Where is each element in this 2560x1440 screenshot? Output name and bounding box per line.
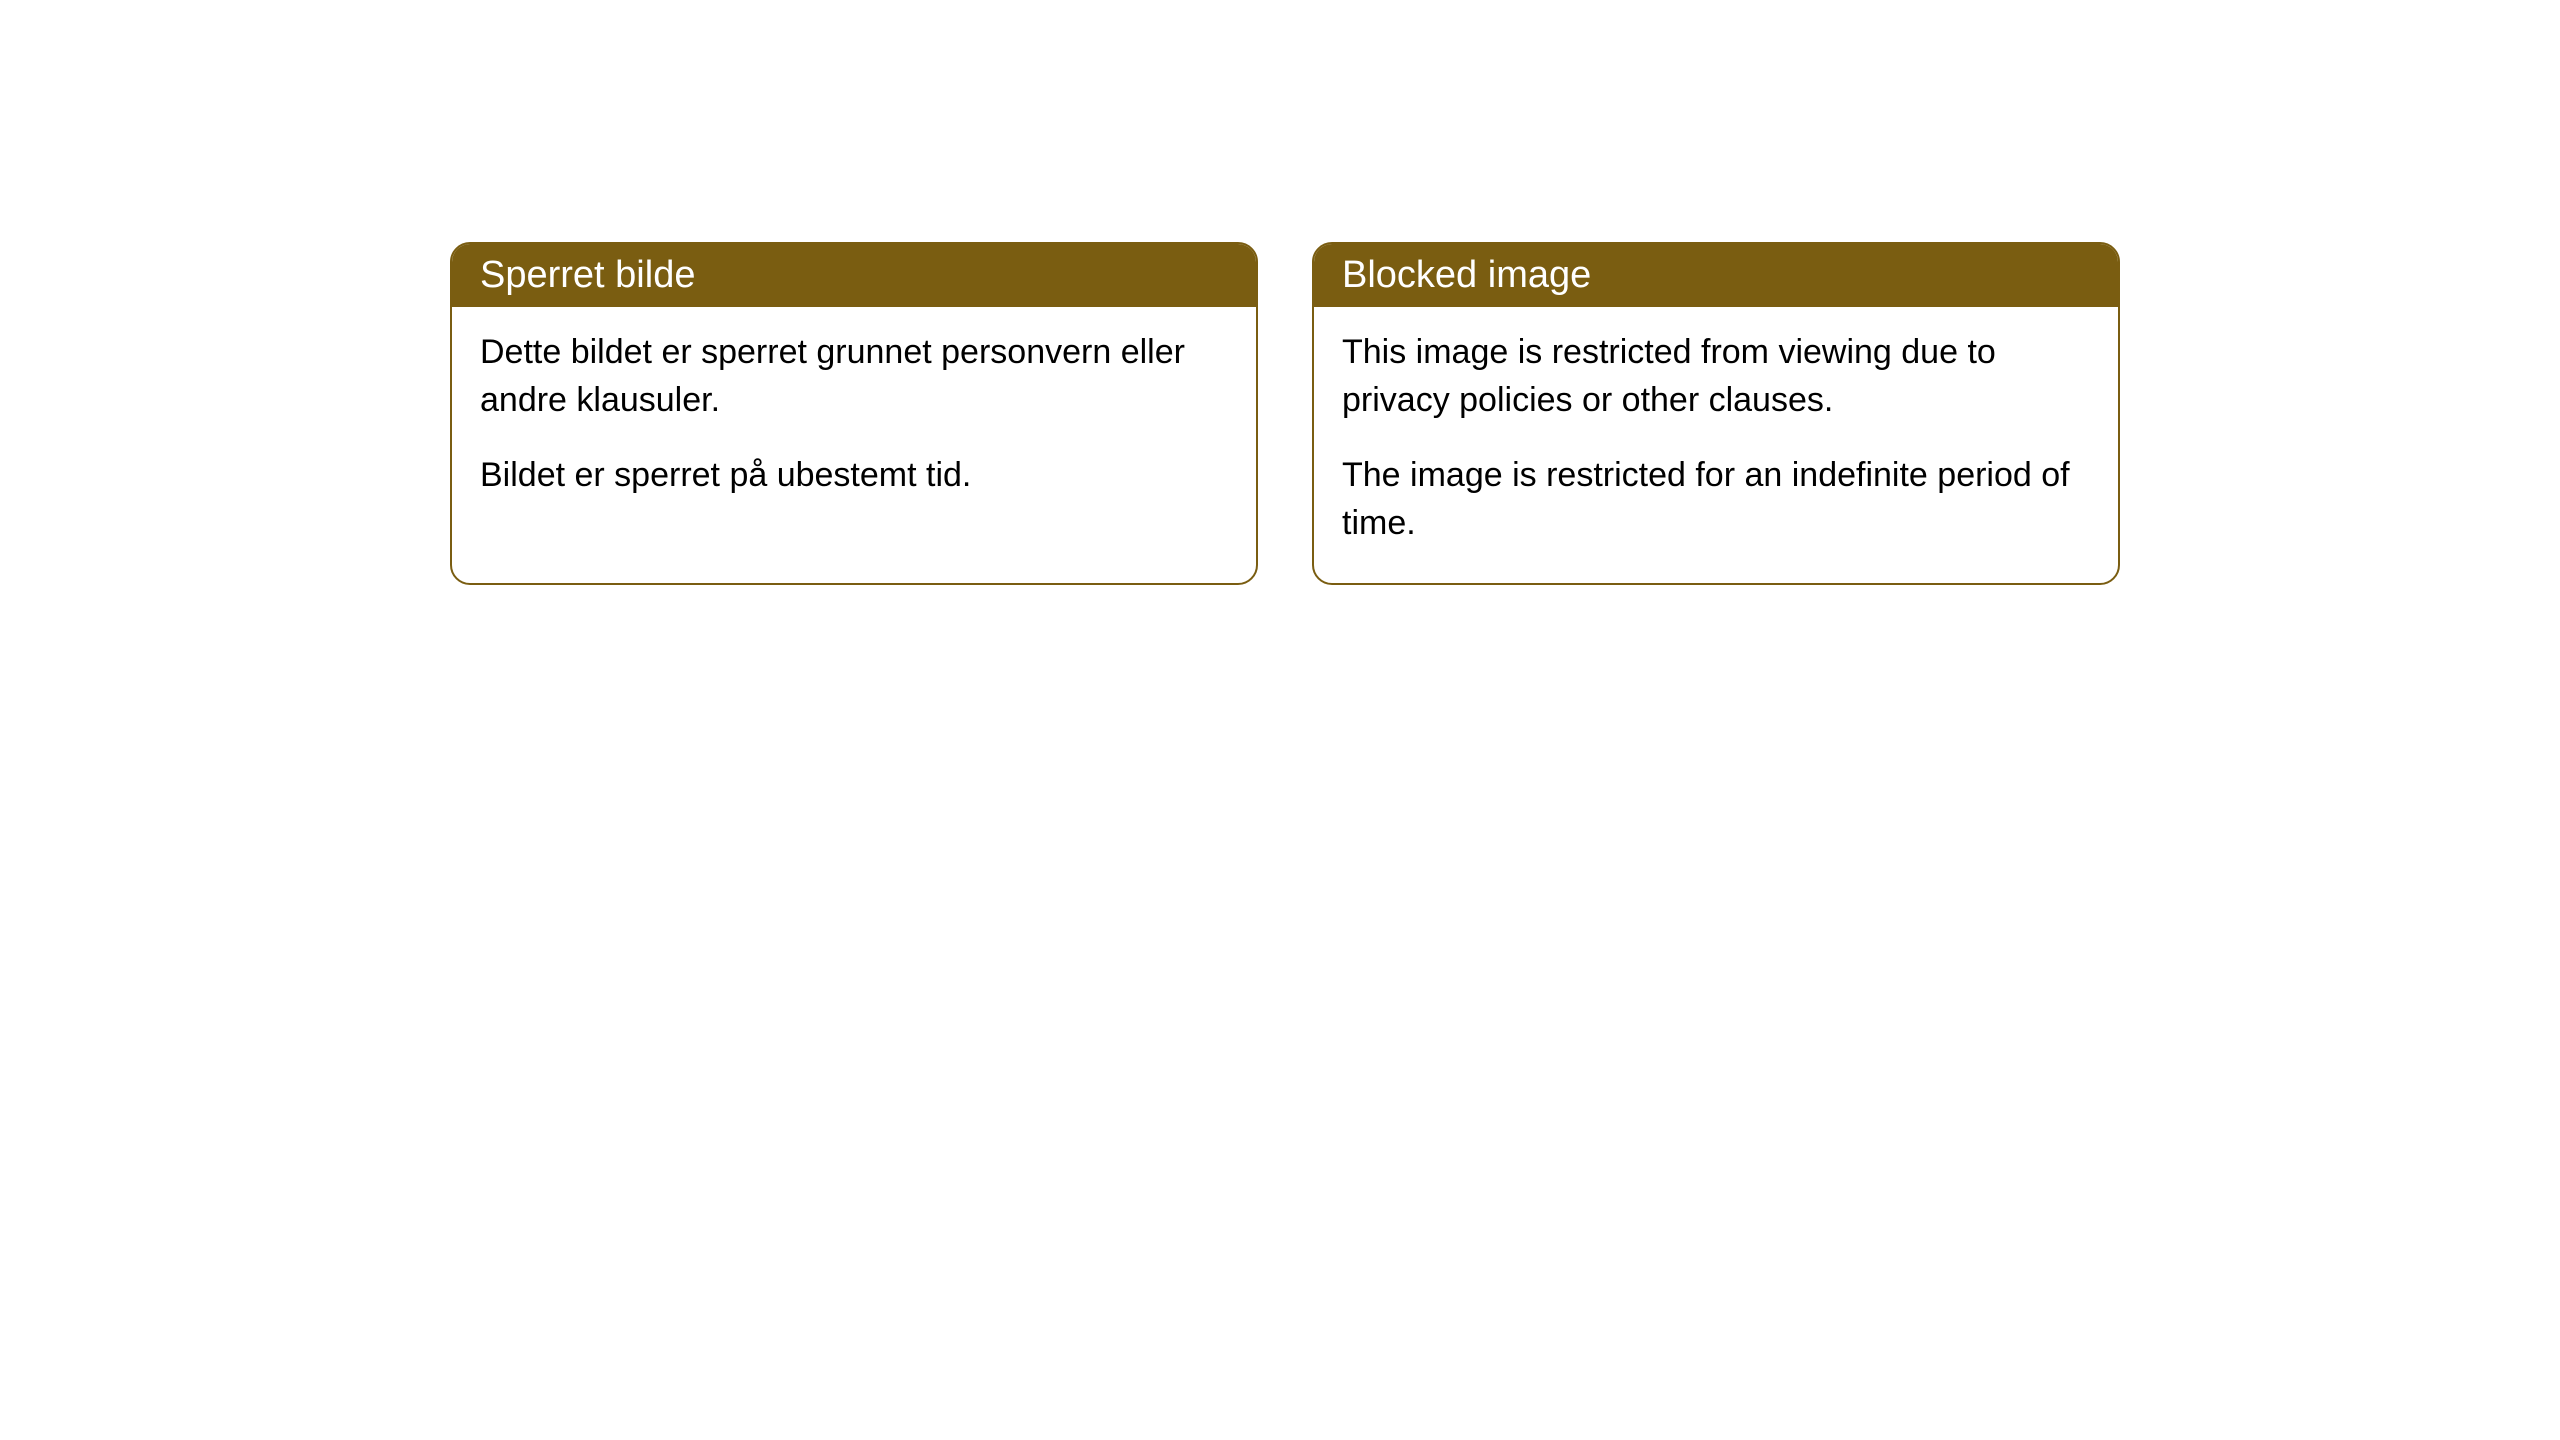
card-body-no: Dette bildet er sperret grunnet personve… [452,307,1256,536]
card-paragraph-2-en: The image is restricted for an indefinit… [1342,452,2090,547]
card-title-en: Blocked image [1342,254,1591,296]
card-paragraph-2-no: Bildet er sperret på ubestemt tid. [480,452,1228,500]
card-body-en: This image is restricted from viewing du… [1314,307,2118,583]
card-paragraph-1-no: Dette bildet er sperret grunnet personve… [480,329,1228,424]
card-header-no: Sperret bilde [452,244,1256,307]
blocked-image-card-no: Sperret bilde Dette bildet er sperret gr… [450,242,1258,585]
card-header-en: Blocked image [1314,244,2118,307]
card-paragraph-1-en: This image is restricted from viewing du… [1342,329,2090,424]
blocked-image-card-en: Blocked image This image is restricted f… [1312,242,2120,585]
card-title-no: Sperret bilde [480,254,695,296]
cards-container: Sperret bilde Dette bildet er sperret gr… [450,242,2120,585]
